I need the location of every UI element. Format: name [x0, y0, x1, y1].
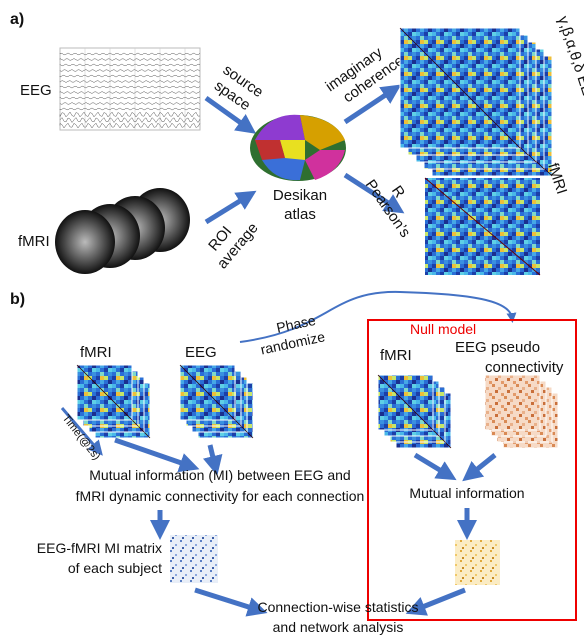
atlas-label: Desikan [273, 187, 327, 204]
eeg-label: EEG [20, 82, 52, 99]
null-fmri-stack [378, 375, 451, 448]
figure: a) EEG fMRI source space ROI average Des… [0, 0, 584, 637]
fmri-label: fMRI [80, 344, 112, 361]
imaginary-coherence: imaginary coherence [323, 37, 408, 111]
pearson: Pearson’s R [362, 166, 429, 240]
arrow [415, 455, 448, 475]
null-fmri-label: fMRI [380, 347, 412, 364]
pseudo-label: connectivity [485, 359, 564, 376]
null-mi-matrix [455, 540, 500, 585]
stats-text: and network analysis [273, 619, 404, 635]
fmri-matrix-label: fMRI [544, 161, 570, 196]
eeg-bands: γ,β,α,θ,δ EEG [554, 14, 584, 109]
mi-matrix [170, 535, 218, 583]
arrow [210, 445, 215, 466]
fmri-volumes [55, 188, 190, 274]
panel-label: a) [10, 11, 24, 28]
fmri-matrix [425, 178, 540, 275]
eeg-traces [60, 48, 200, 130]
matrix [485, 375, 540, 430]
eeg-label: EEG [185, 344, 217, 361]
fmri-stack [77, 365, 150, 438]
atlas-label: atlas [284, 206, 316, 223]
arrow [415, 590, 465, 610]
pseudo-label: EEG pseudo [455, 339, 540, 356]
svg-text:Pearson’s: Pearson’s [362, 177, 414, 241]
null-mi-label: Mutual information [409, 485, 524, 501]
stats-text: Connection-wise statistics [257, 599, 418, 615]
eeg-matrix-stack [400, 28, 552, 176]
arrow [115, 440, 190, 466]
panel-label: b) [10, 291, 25, 308]
atlas-brain [250, 115, 346, 181]
fmri-label: fMRI [18, 233, 50, 250]
mi-text: Mutual information (MI) between EEG and [89, 467, 350, 483]
mi-matrix-label: EEG-fMRI MI matrix [37, 540, 162, 556]
eeg-stack [180, 365, 253, 438]
mi-matrix-label: of each subject [68, 560, 162, 576]
arrow [195, 590, 258, 610]
pseudo-stack [485, 375, 558, 448]
arrow [470, 455, 495, 475]
mi-text: fMRI dynamic connectivity for each conne… [76, 488, 365, 504]
arrow [206, 196, 248, 222]
null-model-label: Null model [410, 321, 476, 337]
